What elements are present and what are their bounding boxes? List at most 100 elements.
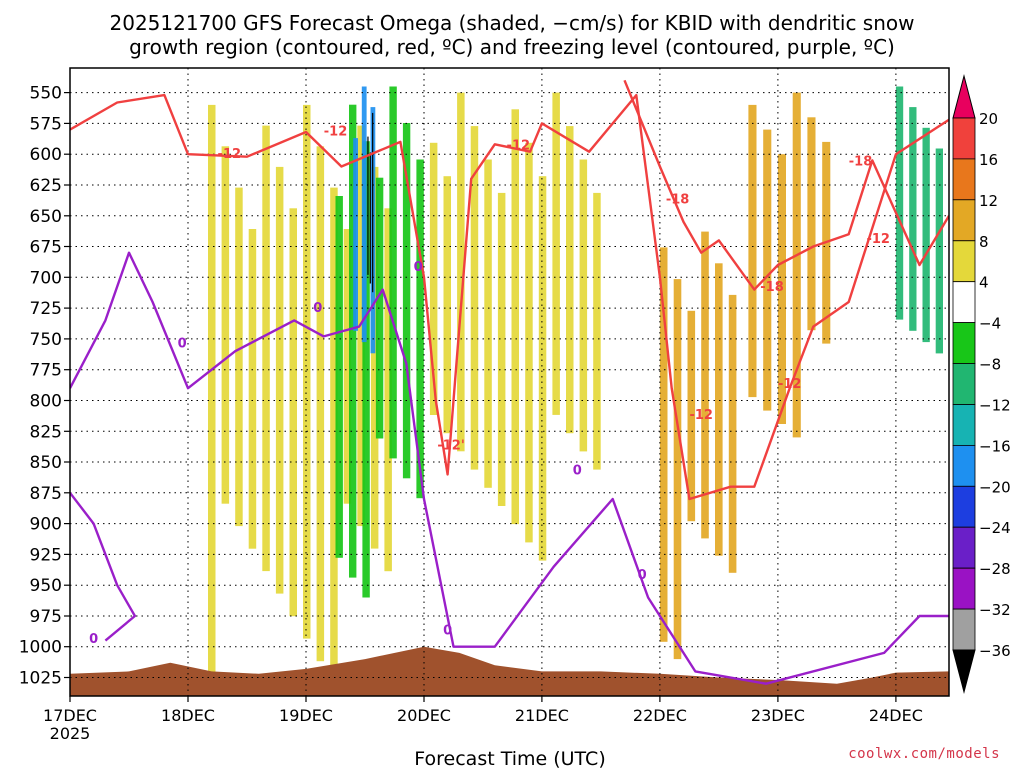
contour-label: -12 xyxy=(507,138,531,153)
y-tick-label: 825 xyxy=(30,422,62,442)
contour-label: -12 xyxy=(218,147,242,162)
y-tick-label: 1000 xyxy=(19,638,62,658)
colorbar-label: −24 xyxy=(979,519,1011,537)
contour-label: 0 xyxy=(573,463,582,478)
colorbar-label: −32 xyxy=(979,601,1011,619)
colorbar-label: 8 xyxy=(979,233,989,251)
omega-region-streak xyxy=(361,86,367,343)
chart-title-line: 2025121700 GFS Forecast Omega (shaded, −… xyxy=(110,11,915,35)
y-tick-label: 575 xyxy=(30,114,62,134)
colorbar-band xyxy=(952,158,976,201)
contour-label: 0 xyxy=(414,260,423,275)
omega-region-streak xyxy=(330,187,338,684)
omega-region-streak xyxy=(235,187,243,527)
contour-label: -18 xyxy=(666,193,690,208)
chart-title: 2025121700 GFS Forecast Omega (shaded, −… xyxy=(110,11,915,59)
omega-region-streak xyxy=(389,86,397,459)
omega-region-streak xyxy=(221,146,230,504)
colorbar-band xyxy=(952,322,976,364)
dgz-contour-minus12 xyxy=(70,93,949,501)
colorbar-label: −28 xyxy=(979,560,1011,578)
omega-region-streak xyxy=(777,154,786,424)
colorbar-label: −36 xyxy=(979,642,1011,660)
y-tick-label: 600 xyxy=(30,145,62,165)
omega-region-streak xyxy=(525,142,533,543)
colorbar-band xyxy=(952,526,976,569)
contour-label: 0 xyxy=(443,623,452,638)
colorbar-legend: 20 16 12 8 4 −4 −8 −12 −16 −20 −24 −28 −32 −36 xyxy=(952,74,1011,694)
omega-region-streak xyxy=(303,104,311,639)
omega-region-streak xyxy=(362,141,370,598)
y-tick-label: 975 xyxy=(30,607,62,627)
colorbar-band xyxy=(952,485,976,528)
colorbar-band xyxy=(952,444,976,487)
omega-region-streak xyxy=(443,176,451,434)
contour-label: 0 xyxy=(638,568,647,583)
colorbar-label: 20 xyxy=(979,110,998,128)
terrain-layer xyxy=(70,646,949,696)
omega-region-streak xyxy=(429,142,438,416)
omega-region-streak xyxy=(715,263,723,556)
dgz-contour-minus18 xyxy=(623,79,949,291)
omega-region-streak xyxy=(909,107,917,331)
x-tick-label: 18DEC xyxy=(161,706,215,725)
x-tick-label: 24DEC xyxy=(869,706,923,725)
omega-region-streak xyxy=(316,146,325,662)
colorbar-band xyxy=(952,199,976,242)
omega-region-streak xyxy=(416,159,424,499)
x-axis: 17DEC 18DEC 19DEC 20DEC 21DEC 22DEC 23DEC 24DEC… xyxy=(43,696,923,743)
y-tick-label: 950 xyxy=(30,576,62,596)
contour-label: -12 xyxy=(324,125,348,140)
x-tick-label: 23DEC xyxy=(751,706,805,725)
omega-region-streak xyxy=(552,92,560,415)
contour-label: -12 xyxy=(689,408,713,423)
colorbar-band xyxy=(952,240,976,283)
colorbar-band xyxy=(952,363,976,405)
omega-region-streak xyxy=(457,92,465,452)
contour-label: -12 xyxy=(778,377,802,392)
omega-region-streak xyxy=(935,148,943,354)
omega-region-streak xyxy=(357,125,365,527)
y-tick-label: 750 xyxy=(30,330,62,350)
omega-region-streak xyxy=(728,294,737,573)
y-tick-label: 550 xyxy=(30,84,62,104)
colorbar-label: 4 xyxy=(979,274,989,292)
omega-region-streak xyxy=(353,138,358,331)
y-tick-label: 700 xyxy=(30,268,62,288)
y-tick-label: 900 xyxy=(30,515,62,535)
x-axis-label: Forecast Time (UTC) xyxy=(414,748,605,768)
omega-region-streak xyxy=(538,176,547,561)
plot-frame xyxy=(69,67,950,697)
colorbar-band xyxy=(952,567,976,610)
omega-region-streak xyxy=(922,127,930,343)
y-tick-label: 725 xyxy=(30,299,62,319)
omega-region-streak xyxy=(484,159,492,488)
colorbar-label: −12 xyxy=(979,397,1011,415)
omega-region-streak xyxy=(566,126,574,434)
y-tick-label: 625 xyxy=(30,176,62,196)
y-tick-label: 650 xyxy=(30,207,62,227)
y-tick-label: 775 xyxy=(30,361,62,381)
grid-layer xyxy=(69,68,949,696)
contour-label: -18 xyxy=(849,154,873,169)
colorbar-label: −8 xyxy=(979,356,1001,374)
omega-region-streak xyxy=(701,231,709,539)
omega-region-streak xyxy=(497,192,506,506)
freezing-level-contour xyxy=(70,251,949,685)
colorbar-top-cap xyxy=(952,74,976,119)
colorbar-label: −4 xyxy=(979,315,1001,333)
contour-label-layer: -12 -12 -12 -12' -12 -12 -12 -18 -18 -18 0 0 0 0 0 0 0 xyxy=(89,125,890,647)
x-tick-label: 17DEC xyxy=(43,706,97,725)
omega-region-streak xyxy=(593,192,601,470)
omega-region-streak xyxy=(343,229,352,504)
x-tick-label: 20DEC xyxy=(397,706,451,725)
contour-label: 0 xyxy=(313,301,322,316)
y-tick-label: 925 xyxy=(30,545,62,565)
colorbar-band xyxy=(952,404,976,446)
contour-label: -12' xyxy=(437,439,464,454)
contour-label: -18 xyxy=(760,280,784,295)
omega-region-streak xyxy=(763,129,772,411)
omega-region-streak xyxy=(687,310,696,522)
